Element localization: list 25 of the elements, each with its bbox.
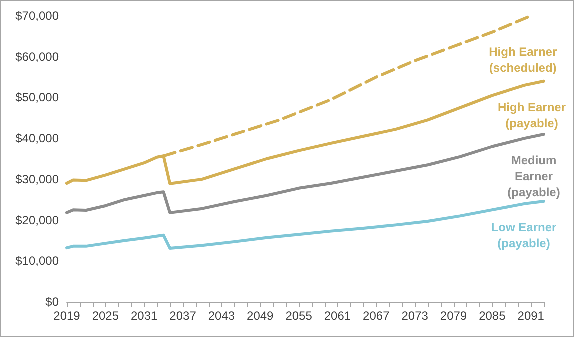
x-tick-label: 2079 (440, 309, 468, 323)
y-tick-label: $60,000 (16, 50, 60, 64)
x-tick-label: 2085 (479, 309, 506, 323)
x-tick-label: 2025 (92, 309, 120, 323)
x-tick-label: 2031 (131, 309, 158, 323)
x-tick-label: 2055 (286, 309, 313, 323)
series-label: High Earner (payable) (498, 100, 566, 130)
x-tick-label: 2019 (54, 309, 81, 323)
series-label: High Earner (scheduled) (489, 45, 558, 75)
x-tick-label: 2049 (247, 309, 274, 323)
x-tick-label: 2037 (170, 309, 197, 323)
y-tick-label: $50,000 (16, 90, 60, 105)
series-label: Medium Earner (payable) (508, 153, 560, 200)
y-tick-label: $70,000 (16, 9, 60, 23)
x-tick-label: 2073 (402, 309, 429, 323)
y-tick-label: $0 (46, 295, 60, 309)
x-tick-label: 2043 (208, 309, 236, 323)
y-tick-label: $30,000 (16, 172, 60, 186)
y-tick-label: $20,000 (16, 213, 60, 228)
series-label: Low Earner (payable) (491, 220, 557, 250)
y-tick-label: $40,000 (16, 132, 60, 146)
x-tick-label: 2091 (518, 309, 545, 323)
y-tick-label: $10,000 (16, 254, 60, 268)
x-tick-label: 2067 (363, 309, 390, 323)
x-tick-label: 2061 (324, 309, 352, 323)
